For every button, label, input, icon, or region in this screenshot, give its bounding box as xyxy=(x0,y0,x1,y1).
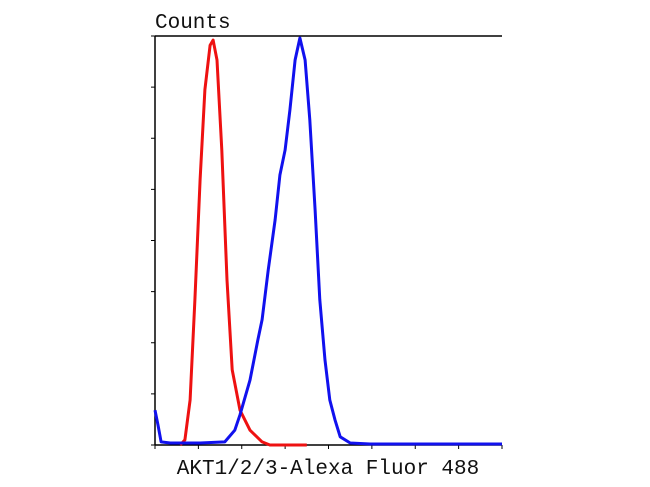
y-axis-label: Counts xyxy=(155,12,231,35)
histogram-line xyxy=(153,36,502,446)
histogram-line xyxy=(179,38,307,447)
x-axis-label: AKT1/2/3-Alexa Fluor 488 xyxy=(177,458,479,481)
